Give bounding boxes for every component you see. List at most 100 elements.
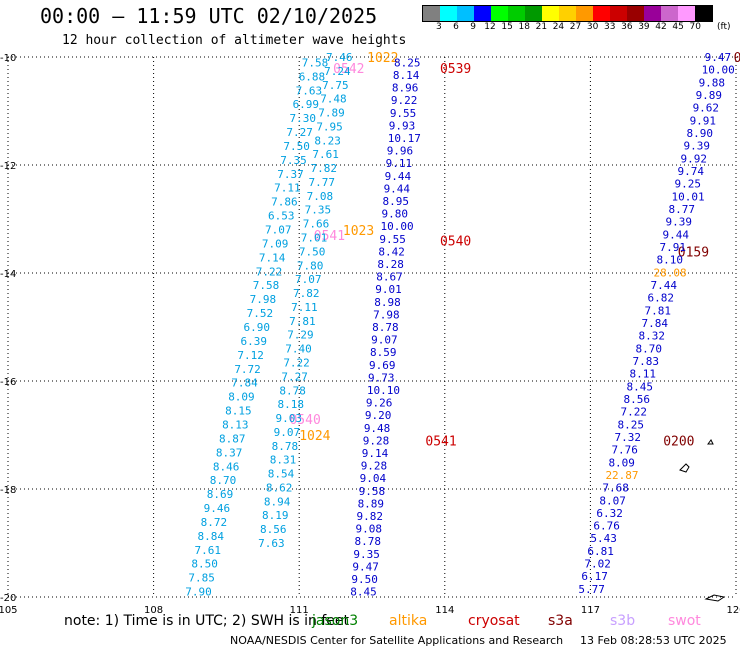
- wave-height-value: 9.39: [684, 140, 711, 153]
- colorbar-swatch: [559, 6, 576, 21]
- wave-height-value: 8.50: [191, 558, 218, 571]
- wave-height-value: 7.81: [644, 304, 671, 317]
- wave-height-value: 7.61: [194, 544, 221, 557]
- wave-height-value: 8.70: [210, 474, 237, 487]
- wave-height-value: 6.81: [587, 545, 614, 558]
- colorbar-tick-label: 18: [518, 22, 530, 32]
- colorbar-tick-label: 15: [501, 22, 513, 32]
- wave-height-value: 8.78: [272, 440, 299, 453]
- wave-height-value: 7.63: [296, 84, 323, 97]
- pass-time-label: 0159: [678, 245, 709, 260]
- wave-height-value: 9.74: [678, 165, 705, 178]
- colorbar-swatch: [508, 6, 525, 21]
- wave-height-value: 7.68: [602, 482, 629, 495]
- wave-height-value: 9.03: [276, 412, 303, 425]
- colorbar-tick-label: 6: [453, 22, 459, 32]
- colorbar-swatch: [661, 6, 678, 21]
- wave-height-value: 7.50: [299, 245, 326, 258]
- wave-height-value: 10.00: [702, 64, 735, 77]
- pass-time-label: 0200: [663, 434, 694, 449]
- wave-height-value: 7.07: [265, 224, 292, 237]
- wave-height-value: 7.32: [614, 431, 641, 444]
- wave-height-value: 9.91: [690, 114, 717, 127]
- wave-height-value: 8.10: [657, 254, 684, 267]
- pass-time-label: 0540: [440, 235, 471, 250]
- wave-height-value: 8.19: [262, 509, 289, 522]
- wave-height-value: 8.25: [617, 418, 644, 431]
- wave-height-value: 7.09: [262, 237, 289, 250]
- colorbar: [422, 5, 713, 22]
- y-tick-label: -16: [0, 377, 16, 388]
- wave-height-value: 9.07: [274, 426, 301, 439]
- wave-height-value: 9.20: [365, 409, 392, 422]
- wave-height-value: 9.01: [375, 283, 402, 296]
- wave-height-value: 10.10: [367, 384, 400, 397]
- wave-height-value: 8.62: [266, 481, 293, 494]
- wave-height-value: 8.84: [198, 530, 225, 543]
- wave-height-value: 22.87: [605, 469, 638, 482]
- wave-height-value: 9.25: [675, 178, 702, 191]
- colorbar-swatch: [457, 6, 474, 21]
- wave-height-value: 7.80: [297, 259, 324, 272]
- wave-height-value: 8.95: [383, 195, 410, 208]
- legend-entry-jason3: jason3: [312, 613, 359, 629]
- wave-height-value: 9.08: [355, 523, 382, 536]
- wave-height-value: 9.44: [663, 228, 690, 241]
- wave-height-value: 7.52: [247, 307, 274, 320]
- wave-height-value: 9.48: [364, 422, 391, 435]
- pass-time-label: 0539: [440, 62, 471, 77]
- colorbar-tick-label: 27: [569, 22, 582, 32]
- wave-height-value: 7.40: [285, 343, 312, 356]
- wave-height-value: 9.55: [390, 107, 417, 120]
- wave-height-value: 8.09: [608, 456, 635, 469]
- pass-time-label: 0542: [333, 62, 364, 77]
- wave-height-value: 9.55: [379, 233, 406, 246]
- colorbar-unit: (ft): [717, 22, 731, 32]
- wave-height-value: 9.28: [363, 434, 390, 447]
- colorbar-swatch: [678, 6, 695, 21]
- x-tick-label: 117: [581, 605, 600, 616]
- colorbar-swatch: [525, 6, 542, 21]
- wave-height-value: 6.17: [581, 570, 608, 583]
- y-tick-label: -14: [0, 269, 16, 280]
- wave-height-value: 7.81: [289, 315, 316, 328]
- legend-entry-cryosat: cryosat: [468, 613, 520, 629]
- wave-height-value: 7.35: [305, 204, 332, 217]
- wave-height-value: 7.48: [320, 93, 347, 106]
- wave-height-value: 7.91: [660, 241, 687, 254]
- wave-height-value: 6.82: [648, 292, 675, 305]
- wave-height-value: 7.29: [287, 329, 314, 342]
- wave-height-value: 7.86: [271, 196, 298, 209]
- pass-time-label: 0541: [425, 434, 456, 449]
- wave-height-value: 8.28: [377, 258, 404, 271]
- colorbar-swatch: [593, 6, 610, 21]
- wave-height-value: 8.56: [623, 393, 650, 406]
- wave-height-value: 9.93: [389, 119, 416, 132]
- wave-height-value: 9.96: [387, 145, 414, 158]
- colorbar-swatch: [695, 6, 712, 21]
- wave-height-value: 6.32: [596, 507, 623, 520]
- colorbar-tick-label: 21: [535, 22, 548, 32]
- wave-height-value: 8.56: [260, 523, 287, 536]
- y-tick-label: -20: [0, 593, 16, 604]
- wave-height-value: 6.88: [299, 70, 326, 83]
- wave-height-value: 7.58: [253, 279, 280, 292]
- wave-height-value: 9.73: [368, 371, 395, 384]
- wave-height-value: 7.63: [258, 537, 285, 550]
- wave-height-value: 7.11: [291, 301, 318, 314]
- wave-height-value: 10.17: [388, 132, 421, 145]
- colorbar-swatch: [474, 6, 491, 21]
- wave-height-value: 5.77: [578, 583, 605, 596]
- wave-height-value: 7.27: [286, 126, 313, 139]
- colorbar-tick-label: 36: [621, 22, 633, 32]
- wave-height-value: 9.47: [705, 51, 732, 64]
- colorbar-swatch: [440, 6, 457, 21]
- wave-height-value: 9.22: [391, 94, 418, 107]
- colorbar-tick-label: 42: [655, 22, 667, 32]
- wave-height-value: 7.46: [326, 51, 353, 64]
- wave-height-value: 8.37: [216, 446, 243, 459]
- wave-height-value: 9.82: [357, 510, 384, 523]
- footer-credit: NOAA/NESDIS Center for Satellite Applica…: [230, 634, 564, 647]
